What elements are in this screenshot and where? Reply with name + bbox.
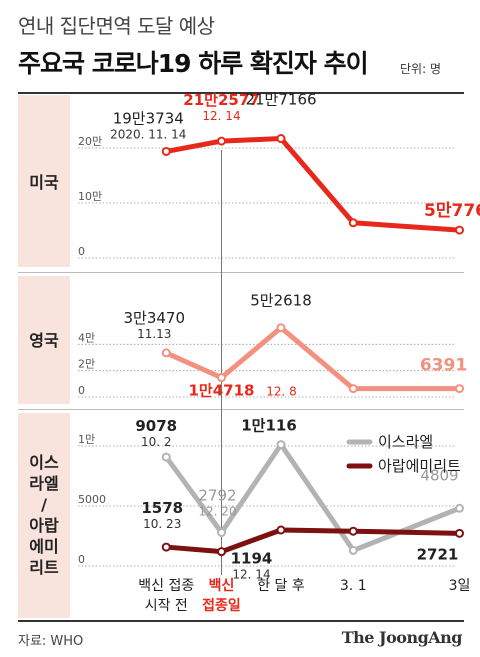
il-label-line: 아랍 [29, 516, 59, 535]
source-note: 자료: WHO [18, 634, 84, 649]
top-rule [18, 92, 464, 94]
data-point-uk [276, 323, 286, 333]
x-category-label: 3. 1 [340, 578, 367, 594]
x-category-label: 백신 [209, 578, 235, 594]
il-band [18, 413, 70, 618]
y-tick-label: 0 [78, 553, 85, 566]
series-line-uk [165, 325, 460, 392]
il-label-line: 리트 [29, 558, 59, 577]
il-label-line: 라엘 [29, 474, 59, 493]
y-tick-label: 20만 [78, 135, 102, 148]
data-point-uk [455, 384, 464, 394]
data-point-israel [348, 545, 358, 555]
divider-us-uk [18, 272, 464, 273]
y-tick-label: 5000 [78, 493, 106, 506]
us-band [18, 95, 70, 267]
publisher-logo: The JoongAng [341, 628, 463, 647]
data-label: 3만3470 [123, 309, 185, 327]
y-tick-label: 10만 [78, 190, 102, 203]
data-label: 5만776 [424, 201, 480, 221]
il-label-line: 이스 [29, 453, 59, 472]
data-point-us [276, 134, 286, 144]
data-point-uae [455, 528, 464, 538]
data-sublabel: 11.13 [137, 327, 171, 341]
y-tick-label: 2만 [78, 358, 95, 371]
data-point-us [348, 218, 358, 228]
y-tick-label: 0 [78, 245, 85, 258]
data-point-uae [217, 547, 226, 557]
data-point-israel [455, 503, 464, 513]
data-point-uae [161, 542, 171, 552]
x-category-label: 3일 [449, 578, 471, 594]
data-sublabel: 10. 2 [141, 435, 172, 449]
data-sublabel: 10. 23 [143, 517, 181, 531]
data-point-us [161, 146, 171, 156]
y-tick-label: 1만 [78, 433, 95, 446]
il-label-line: 에미 [29, 537, 59, 556]
data-label: 2792 [198, 486, 236, 504]
data-sublabel: 12. 14 [202, 109, 240, 123]
data-point-uk [161, 348, 171, 358]
data-point-uk [348, 384, 358, 394]
data-point-israel [276, 440, 286, 450]
legend-label: 이스라엘 [378, 433, 433, 451]
il-label-line: / [41, 495, 47, 514]
us-section-label: 미국 [29, 173, 59, 192]
data-point-israel [217, 527, 226, 537]
bottom-rule [18, 620, 464, 622]
y-tick-label: 4만 [78, 331, 95, 344]
data-label: 2721 [417, 545, 459, 563]
series-line-uae [166, 527, 460, 555]
data-label: 21만7166 [245, 91, 316, 109]
data-point-uae [348, 526, 358, 536]
data-label: 1만4718 [189, 382, 255, 400]
x-category-label: 백신 접종 [138, 578, 194, 594]
x-category-label: 한 달 후 [257, 578, 305, 594]
x-category-label: 시작 전 [145, 598, 188, 614]
data-point-israel [161, 452, 171, 462]
chart-supertitle: 연내 집단면역 도달 예상 [18, 14, 215, 38]
data-label: 6391 [420, 356, 467, 376]
data-label: 1만116 [241, 417, 297, 435]
series-line-us [165, 136, 460, 233]
chart-title: 주요국 코로나19 하루 확진자 추이 [18, 49, 369, 78]
data-label: 9078 [135, 417, 177, 435]
data-point-uae [276, 525, 286, 535]
unit-label: 단위: 명 [400, 62, 441, 76]
data-sublabel: 12. 8 [266, 385, 297, 399]
data-sublabel: 2020. 11. 14 [110, 127, 186, 141]
y-tick-label: 0 [78, 384, 85, 397]
data-label: 4809 [420, 466, 458, 484]
data-label: 5만2618 [250, 292, 312, 310]
data-label: 1578 [141, 499, 183, 517]
data-sublabel: 12. 20 [198, 504, 236, 518]
uk-band [18, 276, 70, 404]
data-point-uk [217, 373, 226, 383]
uk-section-label: 영국 [29, 331, 59, 350]
x-category-label: 접종일 [202, 598, 241, 614]
data-label: 1194 [231, 550, 273, 568]
divider-uk-il [18, 409, 464, 410]
data-label: 21만2577 [183, 91, 259, 109]
data-sublabel: 12. 14 [232, 568, 270, 582]
legend-label: 아랍에미리트 [378, 457, 461, 475]
il-section-label: 이스 라엘 / 아랍 에미 리트 [18, 452, 70, 578]
data-point-us [455, 225, 464, 235]
data-label: 19만3734 [113, 109, 184, 127]
data-point-us [217, 136, 226, 146]
